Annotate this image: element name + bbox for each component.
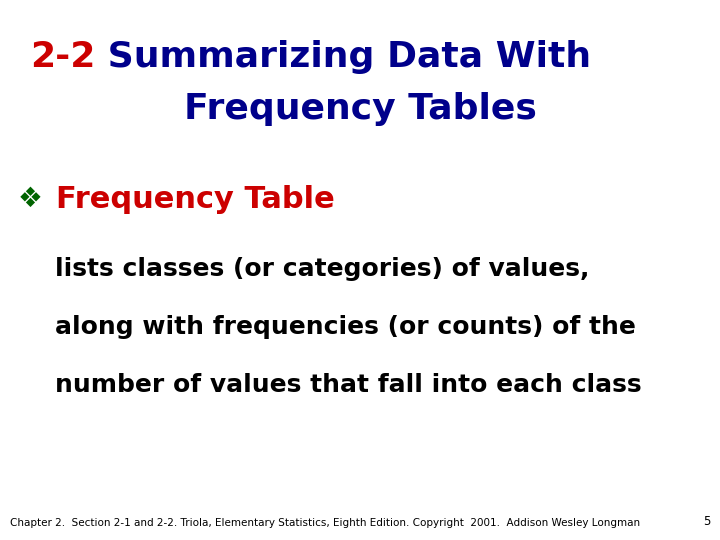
Text: Frequency Tables: Frequency Tables — [184, 92, 536, 126]
Text: Chapter 2.  Section 2-1 and 2-2. Triola, Elementary Statistics, Eighth Edition. : Chapter 2. Section 2-1 and 2-2. Triola, … — [10, 518, 640, 528]
Text: lists classes (or categories) of values,: lists classes (or categories) of values, — [55, 257, 590, 281]
Text: Frequency Table: Frequency Table — [56, 185, 335, 214]
Text: ❖: ❖ — [18, 185, 43, 213]
Text: 5: 5 — [703, 515, 710, 528]
Text: number of values that fall into each class: number of values that fall into each cla… — [55, 373, 642, 397]
Text: 2-2: 2-2 — [30, 40, 95, 74]
Text: Summarizing Data With: Summarizing Data With — [95, 40, 592, 74]
Text: along with frequencies (or counts) of the: along with frequencies (or counts) of th… — [55, 315, 636, 339]
